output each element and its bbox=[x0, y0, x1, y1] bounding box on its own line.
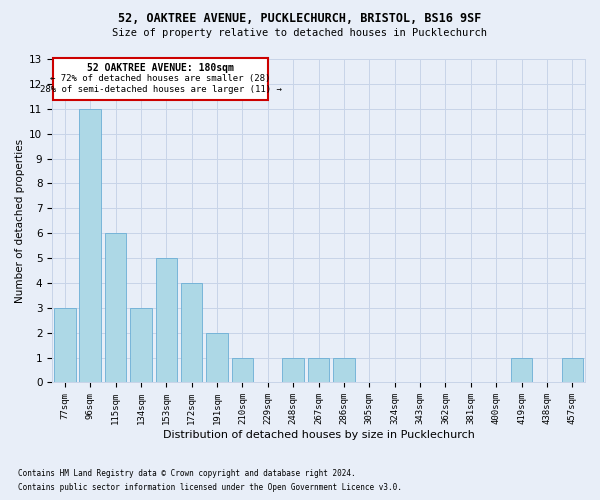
Bar bbox=[511, 358, 532, 382]
Bar bbox=[155, 258, 177, 382]
Text: Size of property relative to detached houses in Pucklechurch: Size of property relative to detached ho… bbox=[113, 28, 487, 38]
Bar bbox=[232, 358, 253, 382]
Y-axis label: Number of detached properties: Number of detached properties bbox=[15, 138, 25, 303]
Text: ← 72% of detached houses are smaller (28): ← 72% of detached houses are smaller (28… bbox=[50, 74, 271, 83]
Bar bbox=[130, 308, 152, 382]
Text: Contains HM Land Registry data © Crown copyright and database right 2024.: Contains HM Land Registry data © Crown c… bbox=[18, 468, 356, 477]
Text: 28% of semi-detached houses are larger (11) →: 28% of semi-detached houses are larger (… bbox=[40, 85, 281, 94]
Bar bbox=[79, 109, 101, 382]
FancyBboxPatch shape bbox=[53, 58, 268, 100]
Bar bbox=[283, 358, 304, 382]
Text: Contains public sector information licensed under the Open Government Licence v3: Contains public sector information licen… bbox=[18, 484, 402, 492]
Bar bbox=[308, 358, 329, 382]
Bar bbox=[54, 308, 76, 382]
Bar bbox=[333, 358, 355, 382]
Bar bbox=[105, 233, 127, 382]
Text: 52, OAKTREE AVENUE, PUCKLECHURCH, BRISTOL, BS16 9SF: 52, OAKTREE AVENUE, PUCKLECHURCH, BRISTO… bbox=[118, 12, 482, 26]
Bar bbox=[181, 283, 202, 382]
Bar bbox=[206, 332, 228, 382]
Text: 52 OAKTREE AVENUE: 180sqm: 52 OAKTREE AVENUE: 180sqm bbox=[87, 62, 234, 72]
X-axis label: Distribution of detached houses by size in Pucklechurch: Distribution of detached houses by size … bbox=[163, 430, 475, 440]
Bar bbox=[562, 358, 583, 382]
